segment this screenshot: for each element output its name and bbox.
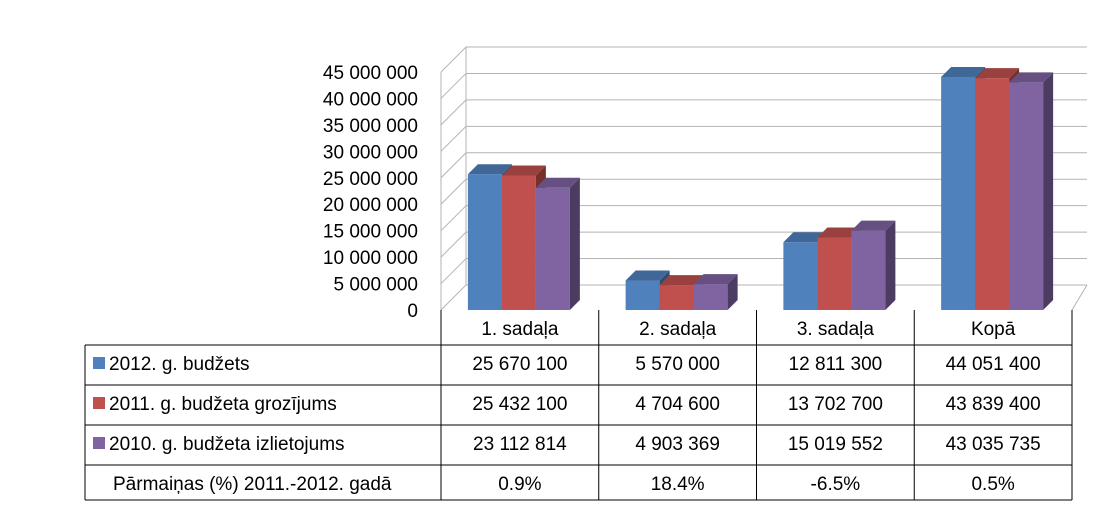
y-axis-ticks: 0 5 000 000 10 000 000 15 000 000 20 000 000… <box>323 63 418 322</box>
bars-layer <box>467 67 1054 311</box>
y-tick-label: 25 000 000 <box>323 169 418 190</box>
bar-top <box>501 165 546 176</box>
data-label: 23 112 814 <box>473 434 567 455</box>
gridline-depth <box>440 99 467 126</box>
bar <box>535 177 580 310</box>
legend-entry: 2012. g. budžets <box>109 354 250 375</box>
legend-swatch <box>93 397 105 409</box>
bar-front <box>975 78 1010 311</box>
data-label: 43 035 735 <box>946 434 1041 455</box>
bar-front <box>625 280 660 310</box>
bar-top <box>1009 72 1054 83</box>
bar-front <box>535 187 570 310</box>
data-label: 25 670 100 <box>472 354 567 375</box>
y-tick-label: 40 000 000 <box>323 89 418 110</box>
bar-front <box>467 174 502 310</box>
bar-side <box>569 177 580 310</box>
gridline-depth <box>440 125 467 152</box>
category-label: Kopā <box>971 319 1016 340</box>
gridline-depth <box>440 284 467 311</box>
y-tick-label: 15 000 000 <box>323 222 418 243</box>
bar-front <box>941 77 976 311</box>
legend-swatch <box>93 437 105 449</box>
bar-top <box>467 164 512 175</box>
bar-side <box>885 220 896 310</box>
legend-entry: 2010. g. budžeta izlietojums <box>109 434 345 455</box>
gridline-depth <box>440 46 467 73</box>
bar-side <box>1043 72 1054 310</box>
data-label: 12 811 300 <box>789 354 883 375</box>
bar-top <box>817 227 862 238</box>
data-label: 43 839 400 <box>946 394 1041 415</box>
y-tick-label: 5 000 000 <box>333 275 418 296</box>
bar-top <box>659 275 704 286</box>
bar-front <box>783 242 818 310</box>
bar <box>1009 72 1054 310</box>
bar-side <box>727 274 738 310</box>
bar-front <box>501 175 536 310</box>
y-tick-label: 0 <box>407 301 418 322</box>
bar-top <box>851 220 896 231</box>
gridline-depth <box>440 205 467 232</box>
data-label: 13 702 700 <box>788 394 883 415</box>
bar-front <box>1009 82 1044 310</box>
bar-front <box>693 284 728 310</box>
data-label: 4 704 600 <box>635 394 720 415</box>
data-label: 0.9% <box>498 474 541 495</box>
extra-row-label: Pārmaiņas (%) 2011.-2012. gadā <box>113 474 392 495</box>
gridline-depth <box>440 231 467 258</box>
y-tick-label: 30 000 000 <box>323 142 418 163</box>
bar-top <box>625 270 670 281</box>
data-table: 1. sadaļa 2. sadaļa 3. sadaļa Kopā 2012. g. … <box>84 310 1073 501</box>
category-label: 3. sadaļa <box>797 319 875 340</box>
y-tick-label: 45 000 000 <box>323 63 418 84</box>
data-label: 18.4% <box>651 474 705 495</box>
data-label: 5 570 000 <box>635 354 720 375</box>
data-label: 15 019 552 <box>788 434 883 455</box>
gridline-depth <box>440 152 467 179</box>
legend-swatch <box>93 357 105 369</box>
bar-top <box>535 177 580 188</box>
bar-top <box>783 232 828 243</box>
gridline-depth <box>440 73 467 99</box>
bar-front <box>817 237 852 310</box>
bar-top <box>975 68 1020 79</box>
bar-front <box>659 285 694 310</box>
bar <box>693 274 738 310</box>
data-label: 25 432 100 <box>472 394 567 415</box>
category-label: 1. sadaļa <box>481 319 559 340</box>
data-label: 4 903 369 <box>635 434 720 455</box>
category-label: 2. sadaļa <box>639 319 717 340</box>
data-label: -6.5% <box>811 474 861 495</box>
bar-front <box>851 230 886 310</box>
gridline-depth <box>440 258 467 284</box>
gridline-depth <box>440 178 467 205</box>
data-label: 44 051 400 <box>946 354 1041 375</box>
bar-top <box>941 67 986 78</box>
y-tick-label: 35 000 000 <box>323 116 418 137</box>
data-label: 0.5% <box>971 474 1014 495</box>
floor-edge <box>1071 284 1088 311</box>
bar <box>851 220 896 310</box>
y-tick-label: 10 000 000 <box>323 248 418 269</box>
legend-entry: 2011. g. budžeta grozījums <box>109 394 337 415</box>
y-tick-label: 20 000 000 <box>323 195 418 216</box>
bar-top <box>693 274 738 285</box>
